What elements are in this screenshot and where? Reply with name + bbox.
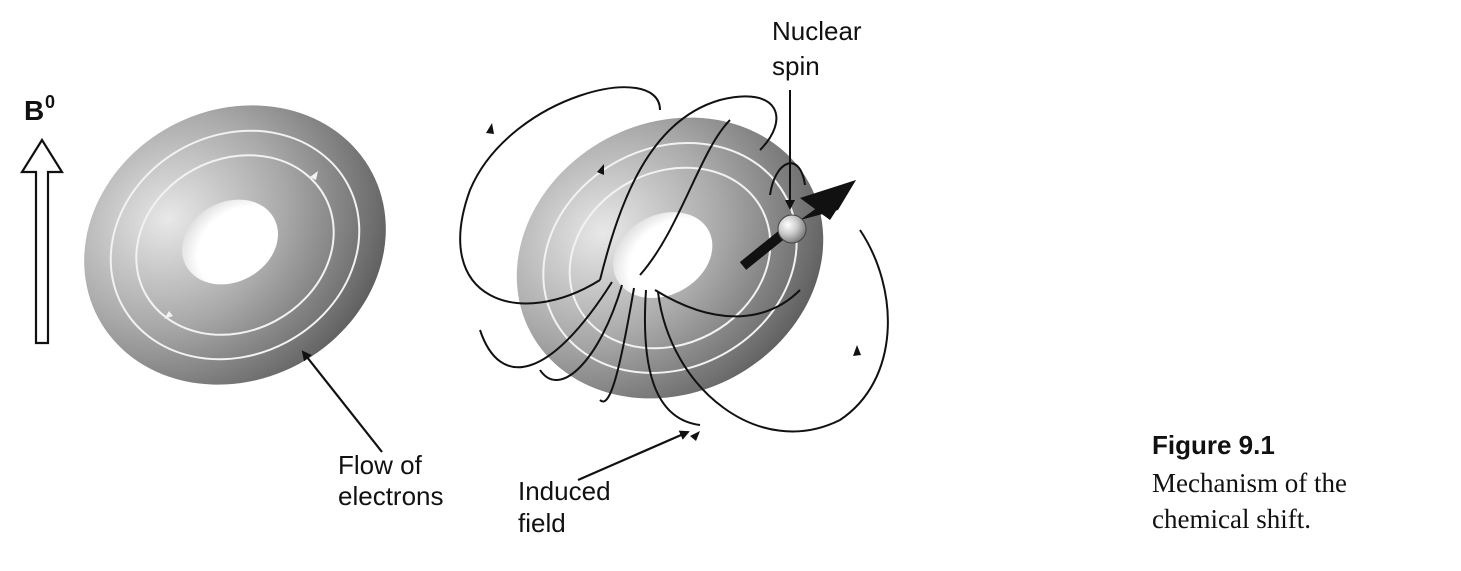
nuclear-label-line2: spin (772, 51, 820, 81)
left-torus (84, 105, 386, 385)
figure-title: Figure 9.1 (1152, 430, 1275, 460)
induced-field-lines (459, 86, 889, 433)
nuclear-label-line1: Nuclear (772, 16, 862, 46)
figure-caption-line2: chemical shift. (1152, 504, 1311, 534)
flow-label-line1: Flow of (338, 450, 423, 480)
b0-field-arrow (20, 137, 64, 345)
induced-pointer (577, 430, 690, 482)
figure-caption: Figure 9.1 Mechanism of the chemical shi… (1152, 430, 1452, 537)
field-arrow-1 (486, 123, 494, 134)
b0-superscript: 0 (45, 92, 55, 112)
field-arrow-4 (690, 431, 700, 441)
induced-label-line1: Induced (518, 476, 611, 506)
field-arrow-2 (597, 164, 604, 175)
nuclear-spin (739, 180, 856, 270)
flow-label-line2: electrons (338, 481, 444, 511)
flow-pointer (301, 350, 383, 453)
field-arrow-3 (853, 345, 861, 356)
figure-caption-line1: Mechanism of the (1152, 468, 1347, 498)
right-torus (516, 117, 824, 399)
induced-label-line2: field (518, 508, 566, 538)
b0-symbol: B (24, 95, 44, 126)
